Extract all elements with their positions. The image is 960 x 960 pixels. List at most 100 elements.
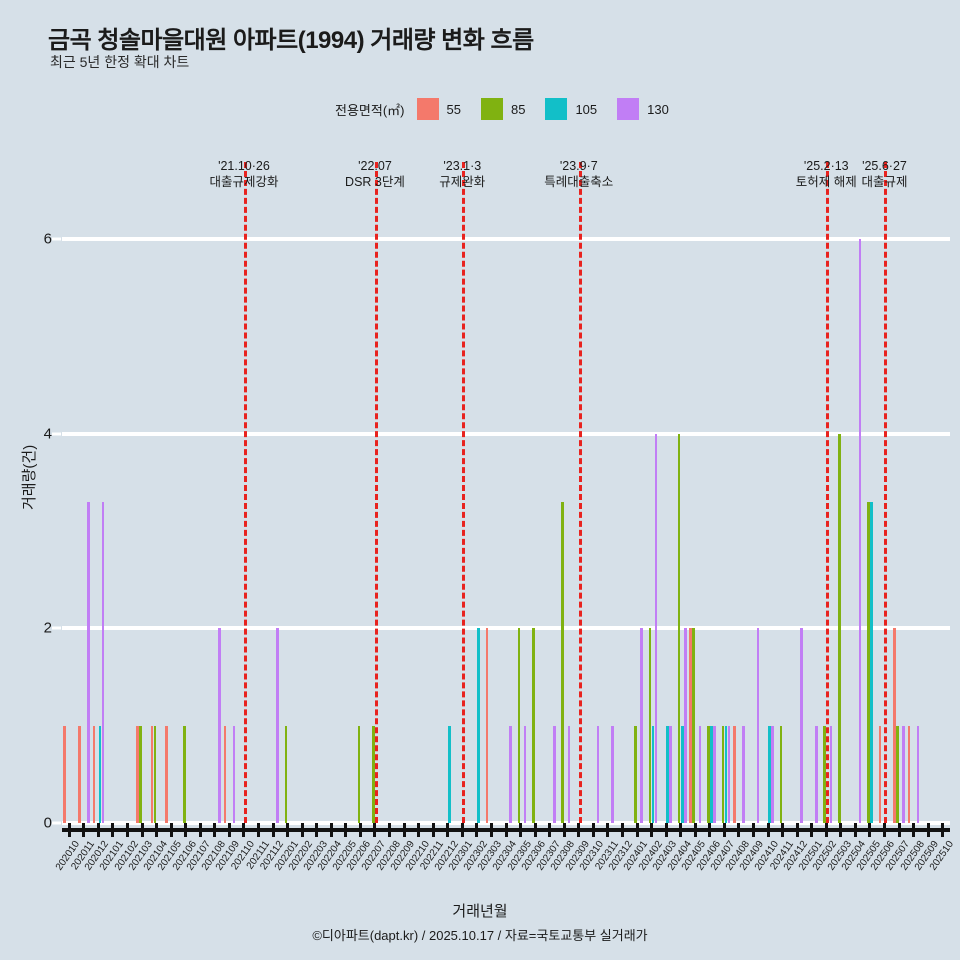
legend-item-130[interactable]: 130 [617, 98, 685, 120]
x-tick-mark-202207 [373, 823, 377, 837]
bar-202406-85[interactable] [706, 725, 710, 823]
x-tick-mark-202301 [460, 823, 464, 837]
bar-202106-85[interactable] [182, 725, 186, 823]
bar-202408-130[interactable] [742, 725, 745, 823]
x-tick-mark-202504 [853, 823, 857, 837]
event-date-202506: '25.6·27 [862, 159, 907, 173]
bar-202302-105[interactable] [477, 628, 480, 823]
x-axis: 202010 202011 202012 202101 202102 202103 2021… [54, 823, 956, 873]
bar-202201-85[interactable] [284, 725, 288, 823]
x-tick-mark-202310 [591, 823, 595, 837]
legend-title: 전용면적(㎡) [335, 102, 405, 118]
legend-swatch-icon-55 [416, 98, 439, 120]
bar-202505-105[interactable] [870, 501, 873, 823]
bar-202503-85[interactable] [837, 433, 841, 823]
bar-202502-85[interactable] [823, 725, 827, 823]
bar-202412-130[interactable] [800, 628, 804, 823]
x-tick-mark-202510 [941, 823, 945, 837]
x-tick-mark-202411 [781, 823, 785, 837]
bar-202307-130[interactable] [552, 725, 556, 823]
bar-202206-85[interactable] [357, 725, 361, 823]
bar-202109-130[interactable] [232, 725, 236, 823]
x-tick-mark-202305 [519, 823, 523, 837]
bar-202105-55[interactable] [165, 725, 168, 823]
bar-202401-85[interactable] [634, 725, 637, 823]
bar-202311-130[interactable] [611, 725, 614, 823]
bar-202404-105[interactable] [680, 725, 684, 823]
bar-202407-85[interactable] [721, 725, 725, 823]
bar-202112-130[interactable] [276, 628, 279, 823]
bar-202406-105[interactable] [710, 725, 713, 823]
bar-202411-85[interactable] [779, 725, 783, 823]
event-label-202309: '23.9·7 특례대출축소 [544, 158, 613, 190]
bar-202407-130[interactable] [727, 725, 731, 823]
legend-item-55[interactable]: 55 [416, 98, 477, 120]
bar-202404-130[interactable] [683, 628, 687, 823]
bar-202403-130[interactable] [669, 725, 672, 823]
x-tick-mark-202507 [897, 823, 901, 837]
y-tick-mark-6 [52, 237, 61, 241]
bar-202304-130[interactable] [509, 725, 512, 823]
event-date-202110: '21.10·26 [218, 159, 270, 173]
x-tick-mark-202202 [300, 823, 304, 837]
bar-202401-130[interactable] [640, 628, 643, 823]
bar-202501-130[interactable] [814, 725, 818, 823]
bar-202402-130[interactable] [654, 433, 658, 823]
bar-202507-130[interactable] [902, 725, 905, 823]
y-axis-title: 거래량(건) [21, 444, 38, 510]
bar-202104-55[interactable] [150, 725, 154, 823]
x-tick-mark-202410 [766, 823, 770, 837]
bar-202012-55[interactable] [92, 725, 96, 823]
legend-item-105[interactable]: 105 [545, 98, 613, 120]
bar-202410-105[interactable] [768, 725, 771, 823]
bar-202506-55[interactable] [878, 725, 882, 823]
bar-202104-85[interactable] [153, 725, 157, 823]
bar-202303-55[interactable] [485, 628, 489, 823]
event-line-202502 [826, 162, 830, 823]
bar-202508-130[interactable] [916, 725, 920, 823]
legend-label-105: 105 [575, 101, 598, 117]
bar-202012-105[interactable] [98, 725, 102, 823]
bar-202403-105[interactable] [666, 725, 669, 823]
y-tick-mark-4 [52, 432, 61, 436]
bar-202410-130[interactable] [771, 725, 774, 823]
bar-202405-55[interactable] [689, 628, 692, 823]
bar-202507-85[interactable] [896, 725, 899, 823]
x-tick-mark-202502 [824, 823, 828, 837]
bar-202310-130[interactable] [596, 725, 600, 823]
bar-202409-130[interactable] [756, 628, 760, 823]
bar-202402-105[interactable] [651, 725, 655, 823]
bar-202308-130[interactable] [567, 725, 571, 823]
bar-202504-130[interactable] [858, 239, 862, 823]
bar-202207-85[interactable] [372, 725, 375, 823]
legend-label-130: 130 [647, 101, 669, 117]
bar-202103-85[interactable] [139, 725, 142, 823]
bar-202405-130[interactable] [698, 725, 702, 823]
x-tick-mark-202308 [562, 823, 566, 837]
bar-202011-130[interactable] [87, 501, 90, 823]
bar-202405-85[interactable] [692, 628, 695, 823]
bar-202407-105[interactable] [724, 725, 728, 823]
bar-202406-130[interactable] [713, 725, 716, 823]
event-line-202301 [462, 162, 466, 823]
bar-202404-85[interactable] [677, 433, 681, 823]
bar-202108-130[interactable] [218, 628, 221, 823]
bar-202012-130[interactable] [101, 501, 105, 823]
bar-202305-130[interactable] [523, 725, 527, 823]
bar-202402-85[interactable] [648, 628, 652, 823]
bar-202103-55[interactable] [136, 725, 139, 823]
bar-202408-55[interactable] [733, 725, 736, 823]
bar-202011-55[interactable] [77, 725, 81, 823]
bar-202212-105[interactable] [447, 725, 451, 823]
bar-202507-55[interactable] [893, 628, 896, 823]
bar-202306-85[interactable] [532, 628, 535, 823]
bar-202305-85[interactable] [517, 628, 521, 823]
bar-202010-55[interactable] [63, 725, 66, 823]
bar-202508-55[interactable] [907, 725, 911, 823]
bar-202505-85[interactable] [867, 501, 870, 823]
legend-item-85[interactable]: 85 [480, 98, 541, 120]
legend-swatch-icon-105 [545, 98, 568, 120]
bar-202308-85[interactable] [561, 501, 564, 823]
bar-202109-55[interactable] [223, 725, 227, 823]
bar-202502-130[interactable] [829, 725, 833, 823]
